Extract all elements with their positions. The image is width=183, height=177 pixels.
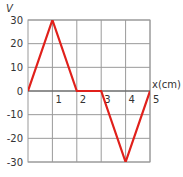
y-grid <box>28 138 150 139</box>
y-tick-label: 30 <box>10 15 23 26</box>
line <box>28 20 150 162</box>
y-grid <box>28 67 150 68</box>
chart: -30-20-10010203012345Vx(cm) <box>0 0 183 177</box>
x-tick-label: 5 <box>153 94 159 105</box>
y-tick-label: 0 <box>17 86 23 97</box>
y-grid <box>28 114 150 115</box>
series <box>28 20 150 162</box>
y-tick-label: -20 <box>7 133 23 144</box>
y-axis-label: V <box>6 3 14 14</box>
y-tick-label: 20 <box>10 38 23 49</box>
x-tick-label: 1 <box>55 94 61 105</box>
y-tick-label: -10 <box>7 109 23 120</box>
x-axis-label: x(cm) <box>152 79 181 90</box>
plot-frame <box>28 20 150 162</box>
y-grid <box>28 43 150 44</box>
y-tick-label: -30 <box>7 157 23 168</box>
x-tick-label: 2 <box>80 94 86 105</box>
y-tick-label: 10 <box>10 62 23 73</box>
x-tick-label: 4 <box>129 94 135 105</box>
